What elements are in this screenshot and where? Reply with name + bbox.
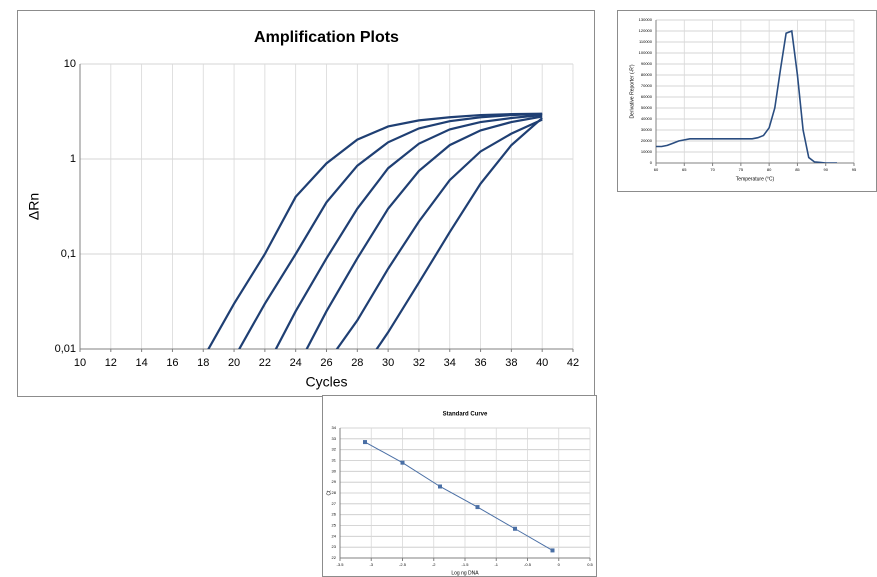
series-line [335, 118, 543, 349]
x-tick-label: 0.5 [587, 562, 593, 567]
y-tick-label: 0,1 [61, 248, 76, 260]
x-tick-label: 20 [228, 357, 240, 369]
x-tick-label: 18 [197, 357, 209, 369]
x-tick-label: 14 [136, 357, 148, 369]
x-tick-label: 26 [320, 357, 332, 369]
data-point [400, 460, 405, 465]
x-tick-label: 65 [682, 167, 687, 172]
series-line [238, 112, 543, 349]
chart-frame [617, 10, 877, 192]
y-tick-label: 30000 [641, 127, 653, 132]
series-line [656, 29, 838, 163]
series-line [207, 112, 543, 349]
x-tick-label: 75 [739, 167, 744, 172]
y-tick-label: 80000 [641, 72, 653, 77]
y-axis-label: ΔRn [26, 193, 42, 220]
y-tick-label: 40000 [641, 116, 653, 121]
y-axis-label: Derivative Reporter (-R') [629, 64, 635, 118]
x-tick-label: -1 [494, 562, 498, 567]
series-line [364, 441, 553, 551]
series-line [375, 117, 543, 349]
y-tick-label: 90000 [641, 61, 653, 66]
x-tick-label: 42 [567, 357, 579, 369]
y-tick-label: 22 [332, 555, 337, 560]
x-tick-label: 32 [413, 357, 425, 369]
y-tick-label: 70000 [641, 83, 653, 88]
data-point [550, 548, 555, 553]
x-tick-label: 36 [474, 357, 486, 369]
x-tick-label: 22 [259, 357, 271, 369]
y-axis-label: Ct [326, 490, 332, 496]
y-tick-label: 24 [332, 533, 337, 538]
x-tick-label: 40 [536, 357, 548, 369]
x-tick-label: -1.5 [462, 562, 470, 567]
y-tick-label: 31 [332, 458, 337, 463]
y-tick-label: 120000 [639, 28, 653, 33]
y-tick-label: 50000 [641, 105, 653, 110]
x-axis-label: Cycles [305, 374, 347, 390]
y-tick-label: 0 [650, 160, 653, 165]
data-point [438, 484, 442, 489]
y-tick-label: 100000 [639, 50, 653, 55]
x-tick-label: 10 [74, 357, 86, 369]
data-point [475, 505, 480, 510]
y-tick-label: 110000 [639, 39, 653, 44]
y-tick-label: 33 [332, 436, 337, 441]
x-tick-label: 80 [767, 167, 772, 172]
y-tick-label: 29 [332, 479, 337, 484]
x-tick-label: 24 [290, 357, 302, 369]
chart-title: Amplification Plots [254, 29, 399, 46]
x-tick-label: 95 [852, 167, 857, 172]
x-tick-label: 12 [105, 357, 117, 369]
x-tick-label: -2.5 [399, 562, 407, 567]
data-point [513, 526, 517, 531]
chart-frame [322, 395, 597, 577]
x-tick-label: 34 [444, 357, 456, 369]
y-tick-label: 26 [332, 512, 337, 517]
x-tick-label: -2 [432, 562, 436, 567]
x-tick-label: 90 [823, 167, 828, 172]
y-tick-label: 10000 [641, 149, 653, 154]
x-tick-label: -3 [369, 562, 373, 567]
x-tick-label: 38 [505, 357, 517, 369]
x-axis-label: Log ng DNA [451, 570, 479, 576]
y-tick-label: 27 [332, 501, 337, 506]
x-tick-label: 0 [558, 562, 561, 567]
y-tick-label: 130000 [639, 17, 653, 22]
y-tick-label: 28 [332, 490, 337, 495]
x-axis-label: Temperature (°C) [736, 176, 775, 182]
y-tick-label: 23 [332, 544, 337, 549]
chart-title: Standard Curve [443, 412, 488, 418]
y-tick-label: 0,01 [55, 343, 76, 355]
x-tick-label: 30 [382, 357, 394, 369]
chart-frame [17, 10, 595, 397]
x-tick-label: 16 [166, 357, 178, 369]
x-tick-label: 70 [710, 167, 715, 172]
series-line [274, 113, 543, 349]
x-tick-label: -0.5 [524, 562, 532, 567]
y-tick-label: 25 [332, 523, 337, 528]
y-tick-label: 10 [64, 58, 76, 70]
y-tick-label: 1 [70, 153, 76, 165]
y-tick-label: 30 [332, 468, 337, 473]
y-tick-label: 60000 [641, 94, 653, 99]
x-tick-label: 28 [351, 357, 363, 369]
data-point [363, 440, 367, 445]
x-tick-label: -3.5 [337, 562, 345, 567]
x-tick-label: 85 [795, 167, 800, 172]
y-tick-label: 32 [332, 447, 337, 452]
y-tick-label: 20000 [641, 138, 653, 143]
series-line [305, 115, 543, 349]
x-tick-label: 60 [654, 167, 659, 172]
y-tick-label: 34 [332, 425, 337, 430]
